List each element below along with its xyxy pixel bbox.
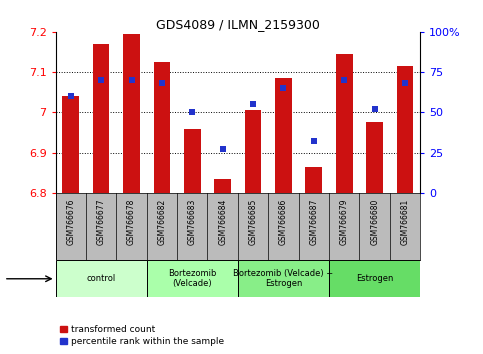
- Text: GSM766679: GSM766679: [340, 198, 349, 245]
- Bar: [397, 66, 413, 193]
- Text: GSM766682: GSM766682: [157, 198, 167, 245]
- Bar: [184, 129, 200, 193]
- Bar: [123, 34, 140, 193]
- Text: GSM766686: GSM766686: [279, 198, 288, 245]
- Bar: [329, 260, 420, 297]
- Bar: [56, 260, 147, 297]
- Text: Bortezomib
(Velcade): Bortezomib (Velcade): [168, 269, 216, 289]
- Text: GSM766677: GSM766677: [97, 198, 106, 245]
- Text: GSM766681: GSM766681: [400, 198, 410, 245]
- Text: GSM766685: GSM766685: [249, 198, 257, 245]
- Bar: [245, 110, 261, 193]
- Bar: [93, 44, 110, 193]
- Title: GDS4089 / ILMN_2159300: GDS4089 / ILMN_2159300: [156, 18, 320, 31]
- Text: GSM766684: GSM766684: [218, 198, 227, 245]
- Bar: [154, 62, 170, 193]
- Text: GSM766687: GSM766687: [309, 198, 318, 245]
- Text: control: control: [86, 274, 116, 283]
- Legend: transformed count, percentile rank within the sample: transformed count, percentile rank withi…: [60, 325, 224, 346]
- Bar: [62, 96, 79, 193]
- Text: Estrogen: Estrogen: [356, 274, 393, 283]
- Bar: [147, 260, 238, 297]
- Bar: [275, 78, 292, 193]
- Text: GSM766678: GSM766678: [127, 198, 136, 245]
- Bar: [305, 167, 322, 193]
- Bar: [214, 179, 231, 193]
- Text: GSM766680: GSM766680: [370, 198, 379, 245]
- Text: Bortezomib (Velcade) +
Estrogen: Bortezomib (Velcade) + Estrogen: [233, 269, 334, 289]
- Bar: [366, 122, 383, 193]
- Bar: [336, 54, 353, 193]
- Text: GSM766683: GSM766683: [188, 198, 197, 245]
- Bar: [238, 260, 329, 297]
- Text: GSM766676: GSM766676: [66, 198, 75, 245]
